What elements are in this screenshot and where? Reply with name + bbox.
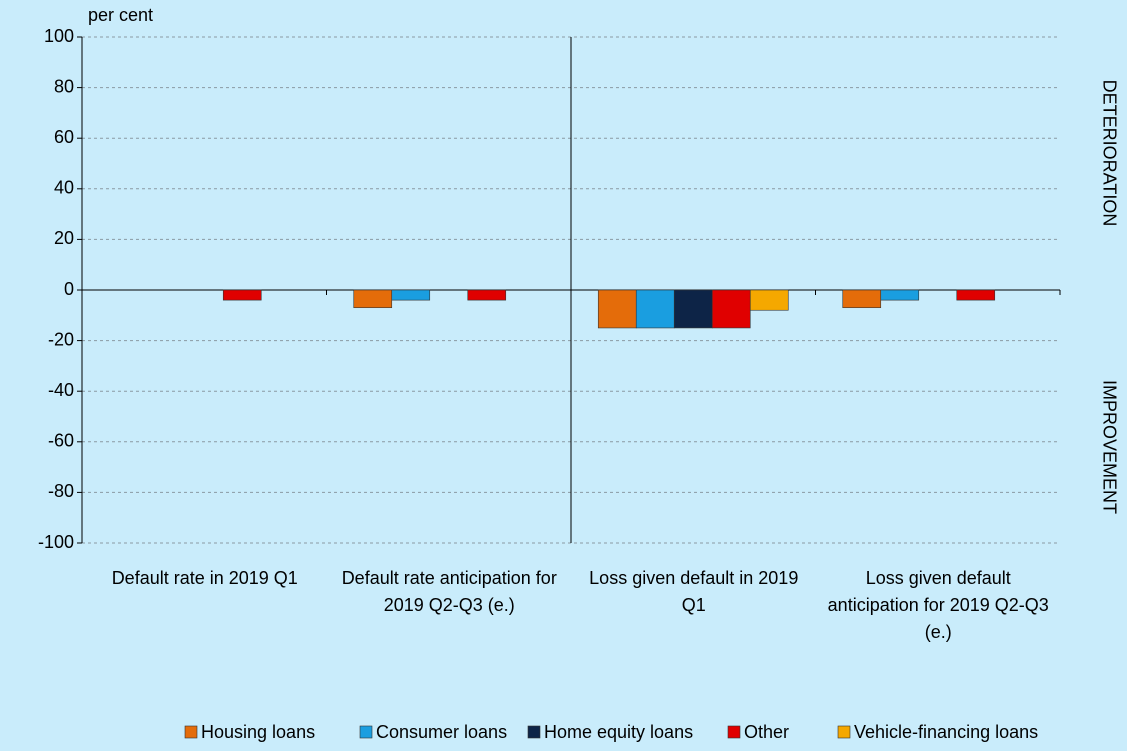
y-axis-label: per cent: [88, 5, 153, 25]
bar: [956, 289, 996, 301]
y-tick-label: 0: [64, 279, 74, 299]
bar: [467, 289, 507, 301]
bar: [711, 289, 751, 329]
y-tick-label: 20: [54, 228, 74, 248]
y-tick-label: -60: [48, 431, 74, 451]
x-tick-label: Loss given default anticipation for 2019…: [827, 568, 1049, 642]
x-tick-label: Default rate anticipation for 2019 Q2-Q3…: [341, 568, 557, 615]
legend-swatch: [359, 725, 373, 739]
bar: [353, 289, 393, 309]
y-tick-label: 80: [54, 76, 74, 96]
bar: [597, 289, 637, 329]
bar: [880, 289, 920, 301]
bar: [635, 289, 675, 329]
legend-label: Consumer loans: [376, 722, 507, 742]
bar: [222, 289, 262, 301]
y-tick-label: 100: [44, 26, 74, 46]
legend-label: Home equity loans: [544, 722, 693, 742]
y-tick-label: -40: [48, 380, 74, 400]
annotation: IMPROVEMENT: [1099, 380, 1119, 514]
legend-label: Other: [744, 722, 789, 742]
y-tick-label: -100: [38, 532, 74, 552]
legend-swatch: [727, 725, 741, 739]
y-tick-label: -20: [48, 329, 74, 349]
bar: [842, 289, 882, 309]
annotation: DETERIORATION: [1099, 80, 1119, 227]
legend-label: Vehicle-financing loans: [854, 722, 1038, 742]
bar: [391, 289, 431, 301]
legend-swatch: [184, 725, 198, 739]
bar: [673, 289, 713, 329]
bar: [749, 289, 789, 311]
legend-swatch: [837, 725, 851, 739]
x-tick-label: Default rate in 2019 Q1: [111, 568, 298, 588]
y-tick-label: 60: [54, 127, 74, 147]
legend-label: Housing loans: [201, 722, 315, 742]
x-tick-label: Loss given default in 2019 Q1: [589, 568, 799, 615]
legend-swatch: [527, 725, 541, 739]
y-tick-label: -80: [48, 481, 74, 501]
y-tick-label: 40: [54, 178, 74, 198]
